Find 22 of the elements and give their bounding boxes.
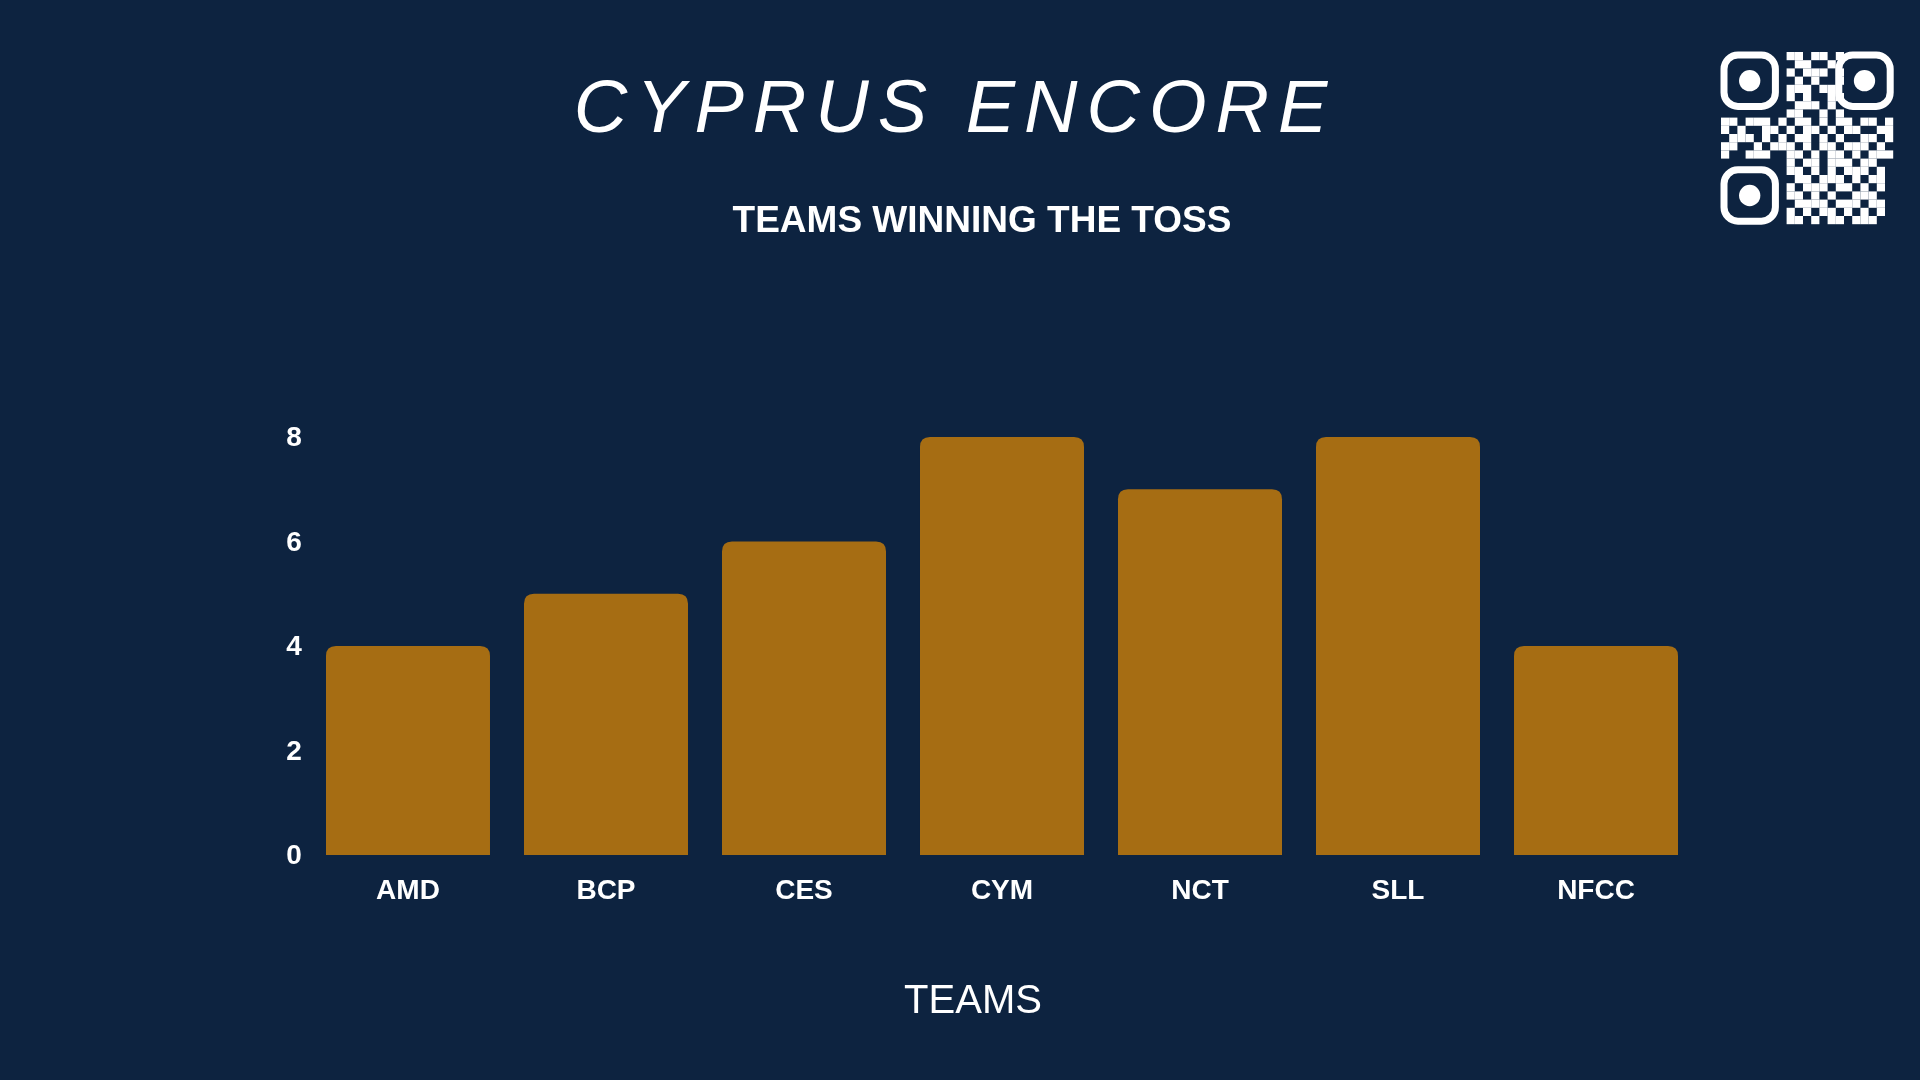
bar <box>721 541 886 855</box>
bar <box>1118 489 1283 855</box>
bar <box>523 593 688 855</box>
x-tick-label: SLL <box>1371 873 1425 905</box>
bar <box>920 437 1084 855</box>
bar <box>1514 646 1679 855</box>
x-tick-label: CYM <box>970 873 1034 905</box>
x-tick-label: AMD <box>376 873 440 905</box>
x-tick-label: NFCC <box>1557 873 1635 905</box>
x-tick-label: BCP <box>576 873 636 905</box>
y-tick-label: 8 <box>286 421 302 453</box>
x-axis-title: TEAMS <box>904 977 1042 1021</box>
y-tick-label: 0 <box>286 839 302 871</box>
chart-title: CYPRUS ENCORE <box>573 65 1337 148</box>
y-tick-label: 4 <box>286 630 303 662</box>
chart-subtitle: TEAMS WINNING THE TOSS <box>732 199 1232 240</box>
x-tick-label: NCT <box>1171 873 1229 905</box>
y-tick-label: 6 <box>286 525 302 557</box>
bar <box>325 646 490 855</box>
bar <box>1316 437 1481 855</box>
y-tick-label: 2 <box>286 734 302 766</box>
x-tick-label: CES <box>775 873 833 905</box>
